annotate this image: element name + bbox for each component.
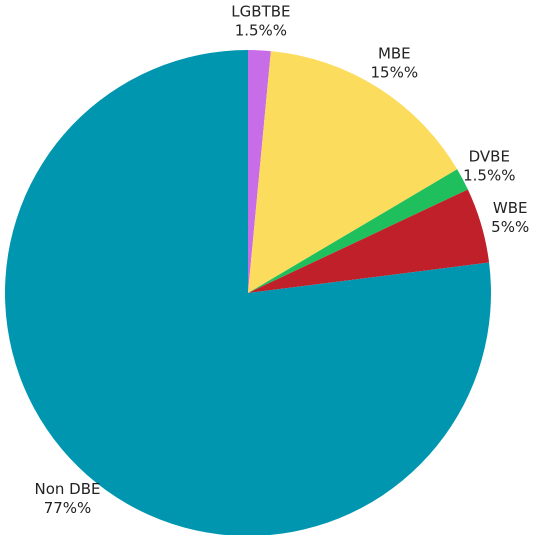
pie-slice-dvbe (248, 169, 468, 293)
pie-label-mbe: MBE 15%% (371, 45, 419, 82)
pie-label-value: 5%% (491, 218, 529, 236)
pie-label-value: 15%% (371, 64, 419, 82)
pie-slice-mbe (248, 51, 458, 293)
pie-label-value: 77%% (44, 499, 92, 517)
pie-label-value: 1.5%% (235, 21, 287, 39)
pie-label-name: Non DBE (35, 480, 101, 498)
pie-label-lgbtbe: LGBTBE 1.5%% (231, 2, 290, 39)
pie-label-non-dbe: Non DBE 77%% (35, 480, 101, 517)
pie-slice-non-dbe (5, 50, 491, 535)
pie-label-name: LGBTBE (231, 2, 290, 20)
pie-label-name: MBE (378, 45, 411, 63)
pie-slice-wbe (248, 189, 490, 293)
pie-label-name: DVBE (469, 147, 510, 165)
pie-slice-lgbtbe (248, 50, 271, 293)
pie-label-value: 1.5%% (463, 166, 515, 184)
pie-label-name: WBE (493, 199, 528, 217)
pie-slices (5, 50, 491, 535)
pie-label-dvbe: DVBE 1.5%% (463, 147, 515, 184)
pie-labels: LGBTBE 1.5%%MBE 15%%DVBE 1.5%%WBE 5%%Non DBE… (35, 2, 530, 517)
pie-label-wbe: WBE 5%% (491, 199, 529, 236)
